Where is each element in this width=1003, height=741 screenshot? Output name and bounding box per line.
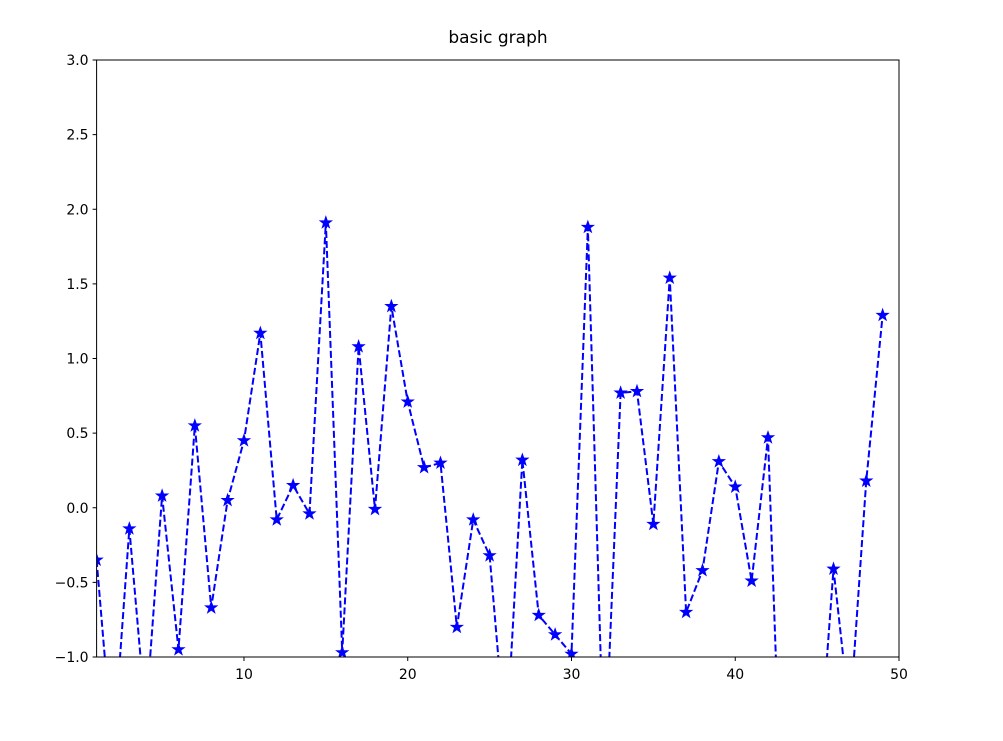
- data-point: [844, 711, 855, 722]
- data-point: [711, 453, 727, 468]
- data-point: [678, 604, 694, 619]
- x-tick-label: 50: [890, 667, 908, 683]
- chart-title: basic graph: [448, 28, 547, 48]
- x-tick-label: 10: [235, 667, 253, 683]
- data-point: [154, 488, 170, 502]
- data-point: [564, 646, 579, 657]
- data-point: [629, 383, 645, 398]
- data-point: [335, 644, 350, 657]
- data-point: [531, 607, 546, 622]
- data-point: [204, 600, 219, 614]
- data-point: [433, 455, 448, 470]
- data-point: [285, 477, 301, 492]
- y-tick-label: 2.0: [66, 202, 88, 218]
- data-point: [302, 506, 317, 520]
- y-tick-label: 3.0: [66, 53, 88, 69]
- data-point: [318, 215, 334, 229]
- y-tick-label: 1.5: [66, 277, 88, 293]
- x-tick-label: 40: [726, 667, 744, 683]
- data-point: [236, 433, 252, 447]
- data-point: [482, 547, 497, 562]
- data-point: [140, 711, 151, 722]
- data-point: [515, 452, 530, 467]
- data-point: [744, 573, 759, 587]
- y-tick-label: −1.0: [55, 650, 89, 666]
- data-point: [384, 298, 399, 313]
- data-point: [695, 562, 710, 577]
- data-point: [367, 501, 383, 516]
- data-point: [220, 492, 235, 507]
- data-point: [351, 339, 366, 353]
- y-tick-label: 2.5: [66, 128, 88, 144]
- data-point: [547, 627, 563, 641]
- data-point: [875, 307, 890, 322]
- plot-area: [96, 215, 890, 737]
- y-tick-label: 1.0: [66, 352, 88, 368]
- x-tick-label: 30: [563, 667, 581, 683]
- data-point: [449, 619, 465, 634]
- data-point: [613, 385, 628, 399]
- data-point: [859, 473, 874, 487]
- data-point: [826, 561, 841, 576]
- data-point: [646, 516, 661, 531]
- data-point: [416, 459, 432, 474]
- data-point: [253, 325, 268, 340]
- data-point: [728, 479, 743, 493]
- data-point: [760, 430, 776, 444]
- plot-frame: [96, 59, 900, 658]
- data-line: [96, 222, 884, 657]
- y-tick-label: −0.5: [55, 575, 89, 591]
- data-point: [122, 521, 137, 535]
- data-point: [795, 726, 806, 737]
- data-point: [269, 512, 284, 526]
- data-point: [466, 512, 481, 526]
- y-tick-label: 0.5: [66, 426, 88, 442]
- data-point: [400, 394, 415, 408]
- x-tick-label: 20: [399, 667, 417, 683]
- data-point: [171, 642, 186, 656]
- data-point: [580, 219, 596, 234]
- data-point: [662, 270, 677, 284]
- data-point: [187, 418, 203, 432]
- y-tick-label: 0.0: [66, 501, 88, 517]
